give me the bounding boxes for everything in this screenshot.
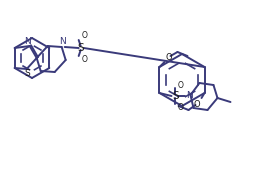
Text: N: N (24, 37, 31, 46)
Text: O: O (165, 53, 172, 62)
Text: S: S (25, 70, 30, 79)
Text: N: N (59, 38, 66, 47)
Text: S: S (77, 43, 84, 53)
Text: O: O (82, 55, 88, 64)
Text: O: O (178, 81, 183, 89)
Text: S: S (172, 91, 179, 101)
Text: N: N (186, 90, 193, 99)
Text: O: O (178, 103, 183, 112)
Text: O: O (82, 31, 88, 40)
Text: O: O (193, 99, 200, 108)
